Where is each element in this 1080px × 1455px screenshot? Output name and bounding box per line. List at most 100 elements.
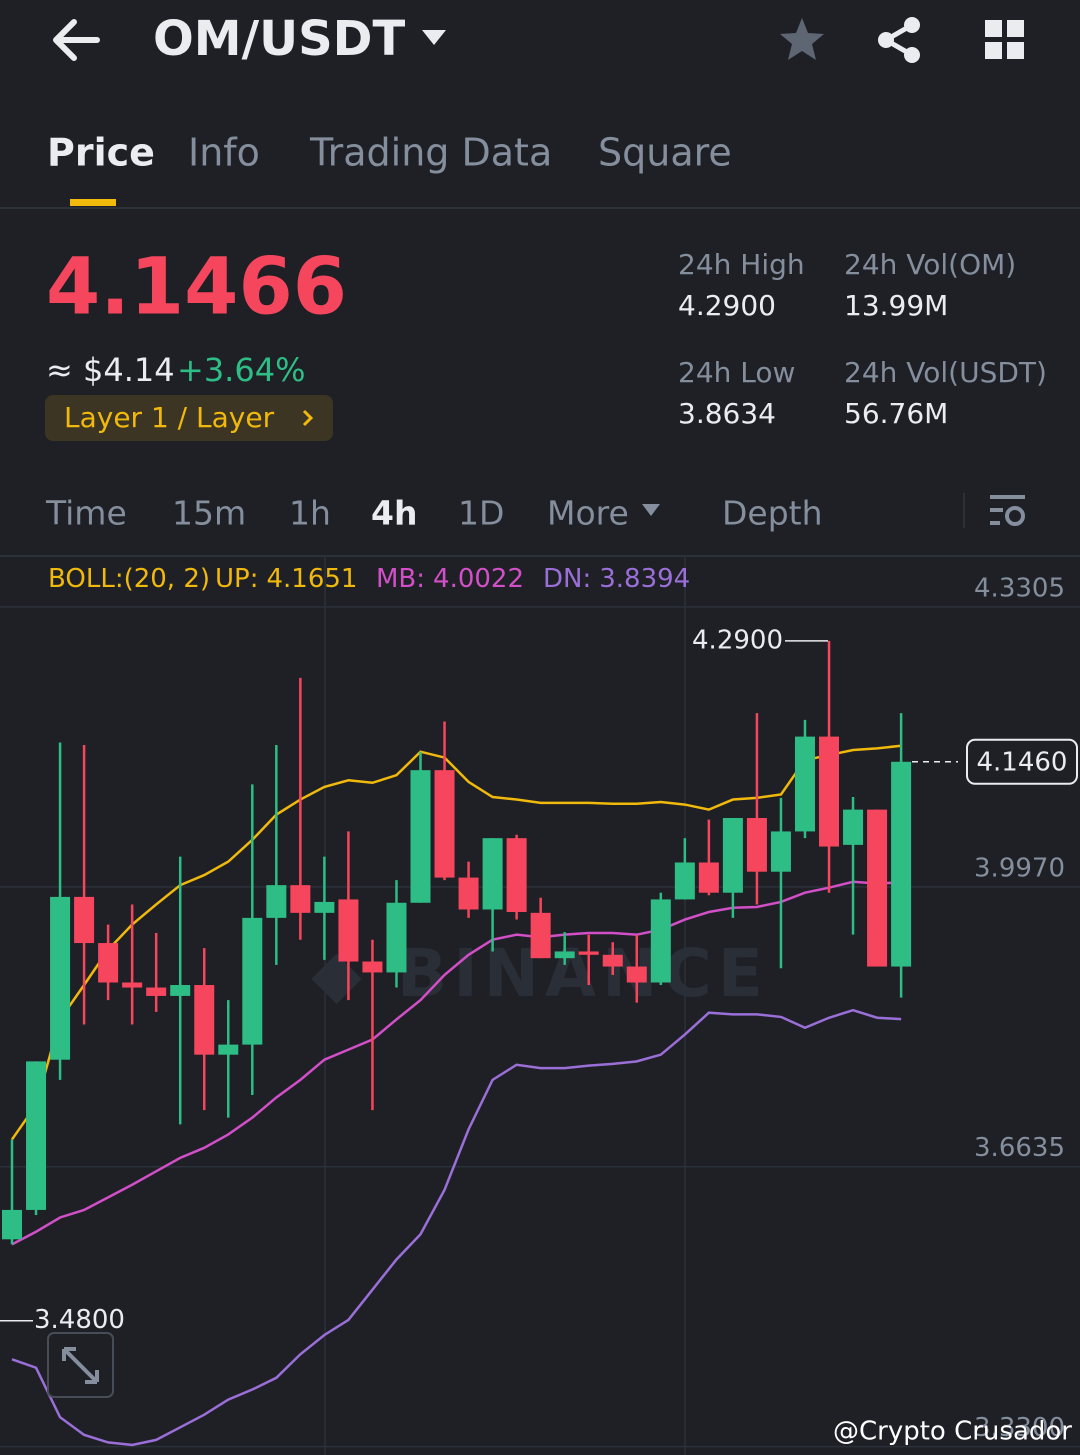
candle-body bbox=[506, 838, 527, 913]
legend-value: 3.8394 bbox=[599, 564, 690, 594]
tab[interactable]: Info bbox=[188, 131, 260, 175]
stat-label: 24h High bbox=[678, 248, 805, 281]
fiat-price: ≈ $4.14 bbox=[46, 351, 175, 389]
candle-body bbox=[386, 902, 407, 973]
expand-button[interactable] bbox=[47, 1332, 114, 1398]
favorite-icon[interactable] bbox=[780, 18, 824, 60]
low-marker-label: 3.4800 bbox=[34, 1305, 125, 1335]
candle-body bbox=[482, 838, 503, 910]
stat-value: 4.2900 bbox=[678, 289, 776, 322]
candle-body bbox=[867, 809, 888, 967]
candle-body bbox=[770, 831, 791, 872]
last-price-label: 4.1460 bbox=[977, 747, 1068, 777]
candle-body bbox=[242, 917, 263, 1045]
candle-body bbox=[2, 1209, 22, 1240]
grid-menu-icon[interactable] bbox=[985, 20, 1024, 59]
interval[interactable]: More bbox=[547, 494, 629, 533]
interval[interactable]: 4h bbox=[371, 494, 417, 533]
share-icon[interactable] bbox=[878, 17, 920, 63]
y-tick-label: 4.3305 bbox=[974, 573, 1065, 603]
candle-body bbox=[530, 912, 551, 959]
pair-title[interactable]: OM/USDT bbox=[153, 11, 405, 67]
legend-value: 4.1651 bbox=[266, 564, 357, 594]
sector-tag[interactable]: Layer 1 / Layer bbox=[45, 395, 333, 441]
candle-body bbox=[698, 862, 719, 893]
candle-body bbox=[338, 899, 359, 962]
candle-body bbox=[674, 862, 695, 900]
settings-gear bbox=[1005, 506, 1025, 526]
candle-body bbox=[290, 885, 311, 913]
boll-line bbox=[10, 744, 902, 1141]
candle-body bbox=[650, 899, 671, 983]
tab[interactable]: Square bbox=[598, 131, 732, 175]
boll-line bbox=[11, 1008, 902, 1447]
candle-body bbox=[843, 809, 864, 845]
last-price-box bbox=[966, 738, 1078, 785]
candle-body bbox=[578, 951, 599, 955]
grid-cell bbox=[1007, 20, 1024, 37]
tag-box bbox=[45, 395, 333, 441]
candle-body bbox=[410, 770, 431, 903]
candle-body bbox=[434, 770, 455, 878]
legend-item: UP: 4.1651 bbox=[215, 564, 357, 594]
y-tick-label: 3.6635 bbox=[974, 1133, 1065, 1163]
candle-body bbox=[74, 896, 95, 944]
candle-body bbox=[362, 961, 383, 973]
candle-body bbox=[794, 736, 815, 832]
candle-body bbox=[819, 736, 840, 847]
high-marker-label: 4.2900 bbox=[692, 625, 783, 655]
candle-body bbox=[98, 943, 119, 983]
candle-body bbox=[554, 951, 575, 959]
candle-body bbox=[626, 966, 647, 983]
tab[interactable]: Price bbox=[47, 131, 155, 175]
legend: BOLL:(20, 2) bbox=[48, 564, 210, 594]
legend-item: DN: 3.8394 bbox=[543, 564, 690, 594]
active-tab-indicator bbox=[70, 199, 116, 206]
tag-text: Layer 1 / Layer bbox=[64, 401, 275, 434]
last-price: 4.1466 bbox=[46, 242, 347, 332]
more-caret[interactable] bbox=[642, 504, 660, 516]
boll-line bbox=[11, 880, 902, 1246]
y-tick-label: 3.9970 bbox=[974, 853, 1065, 883]
grid-cell bbox=[985, 20, 1002, 37]
candle-body bbox=[194, 985, 215, 1055]
candle-body bbox=[602, 954, 623, 967]
stat-value: 56.76M bbox=[844, 397, 948, 430]
interval[interactable]: 1D bbox=[458, 494, 504, 533]
tab[interactable]: Trading Data bbox=[309, 131, 552, 175]
settings-lines bbox=[990, 495, 1025, 525]
stat-label: 24h Low bbox=[678, 356, 795, 389]
candle-body bbox=[50, 896, 71, 1060]
candle-body bbox=[746, 818, 767, 872]
grid-cell bbox=[985, 42, 1002, 59]
candle-body bbox=[266, 885, 287, 918]
back-button[interactable] bbox=[53, 19, 100, 61]
candle-body bbox=[218, 1044, 239, 1055]
legend-item: MB: 4.0022 bbox=[376, 564, 524, 594]
legend-value: 4.0022 bbox=[433, 564, 524, 594]
legend-name: UP: bbox=[215, 564, 258, 594]
stat-value: 3.8634 bbox=[678, 397, 776, 430]
candle-body bbox=[314, 901, 335, 913]
interval[interactable]: Depth bbox=[722, 494, 823, 533]
grid-cell bbox=[1007, 42, 1024, 59]
stat-value: 13.99M bbox=[844, 289, 948, 322]
interval[interactable]: 15m bbox=[172, 494, 246, 533]
chart-settings-icon[interactable] bbox=[990, 495, 1025, 526]
candle-body bbox=[170, 985, 191, 996]
candle-body bbox=[458, 877, 479, 910]
pair-caret[interactable] bbox=[422, 30, 446, 45]
back-icon bbox=[53, 19, 100, 61]
stat-label: 24h Vol(OM) bbox=[844, 248, 1016, 281]
chart: 4.3305 3.9970 3.6635 3.3300 BOLL:(20, 2) UP: 4… bbox=[0, 564, 1080, 1448]
expand-icon bbox=[62, 1347, 99, 1384]
interval[interactable]: 1h bbox=[289, 494, 331, 533]
price-change: +3.64% bbox=[177, 351, 305, 389]
tag-chevron bbox=[302, 409, 314, 427]
interval[interactable]: Time bbox=[45, 494, 127, 533]
stat-label: 24h Vol(USDT) bbox=[844, 356, 1047, 389]
candle-body bbox=[26, 1061, 47, 1210]
